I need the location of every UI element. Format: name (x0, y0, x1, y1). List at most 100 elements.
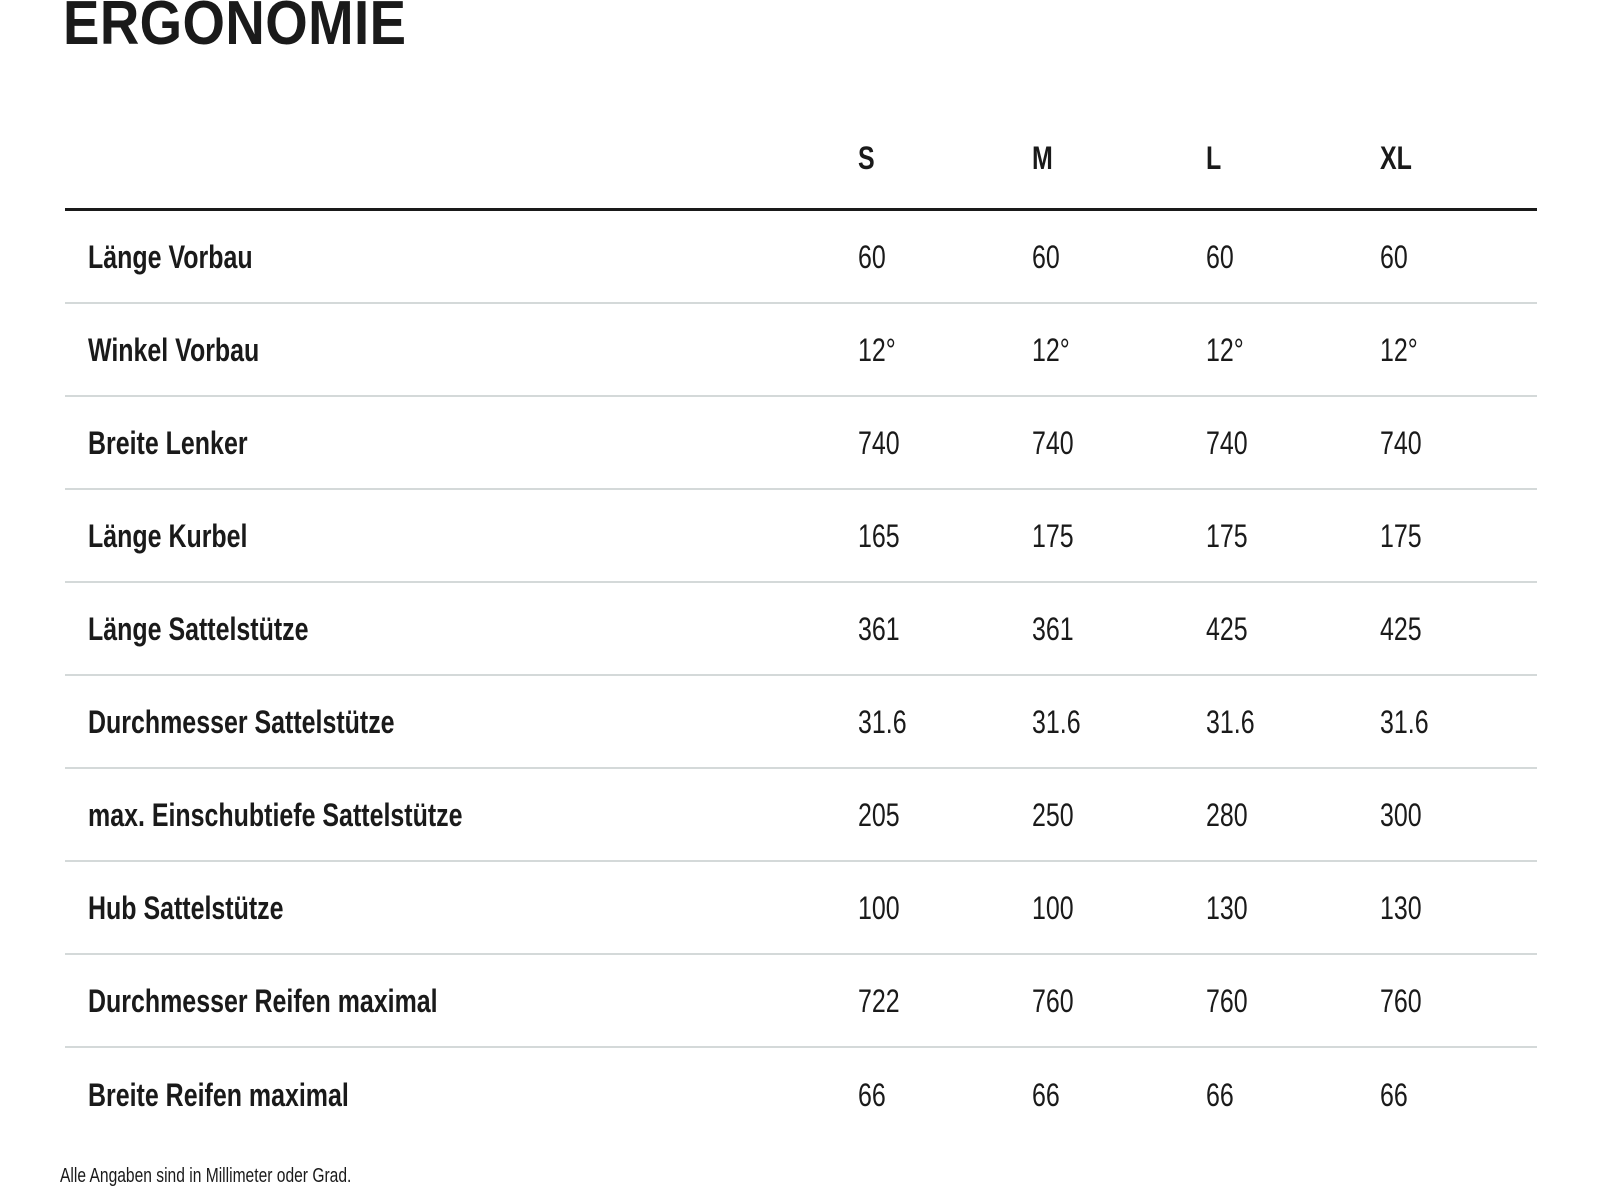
cell-value: 722 (858, 982, 900, 1019)
value-cell-l: 60 (1206, 211, 1380, 302)
cell-value: 66 (858, 1076, 886, 1113)
column-header-xl-label: XL (1380, 140, 1412, 176)
value-cell-m: 250 (1032, 769, 1206, 860)
cell-value: 740 (1032, 424, 1074, 461)
cell-value: 300 (1380, 796, 1422, 833)
value-cell-l: 66 (1206, 1048, 1380, 1141)
value-cell-xl: 60 (1380, 211, 1537, 302)
cell-value: 12° (1032, 331, 1070, 368)
value-cell-xl: 740 (1380, 397, 1537, 488)
row-label-cell: Breite Lenker (65, 397, 858, 488)
column-header-l-label: L (1206, 140, 1222, 176)
section-title-text: ERGONOMIE (63, 0, 407, 58)
row-label: Breite Lenker (88, 424, 248, 461)
column-header-s: S (858, 128, 1032, 188)
row-label: Länge Kurbel (88, 517, 248, 554)
table-row-max-einschubtiefe: max. Einschubtiefe Sattelstütze 205 250 … (65, 769, 1537, 862)
size-header-row: S M L XL (65, 128, 1537, 188)
row-label: Hub Sattelstütze (88, 889, 284, 926)
cell-value: 760 (1206, 982, 1248, 1019)
row-label-cell: Winkel Vorbau (65, 304, 858, 395)
value-cell-xl: 12° (1380, 304, 1537, 395)
value-cell-l: 12° (1206, 304, 1380, 395)
column-header-m: M (1032, 128, 1206, 188)
table-row-laenge-kurbel: Länge Kurbel 165 175 175 175 (65, 490, 1537, 583)
cell-value: 250 (1032, 796, 1074, 833)
table-row-laenge-sattelstuetze: Länge Sattelstütze 361 361 425 425 (65, 583, 1537, 676)
column-header-m-label: M (1032, 140, 1053, 176)
value-cell-s: 100 (858, 862, 1032, 953)
value-cell-m: 60 (1032, 211, 1206, 302)
value-cell-s: 66 (858, 1048, 1032, 1141)
value-cell-s: 60 (858, 211, 1032, 302)
value-cell-m: 31.6 (1032, 676, 1206, 767)
cell-value: 31.6 (1032, 703, 1081, 740)
cell-value: 60 (1380, 238, 1408, 275)
units-footnote-text: Alle Angaben sind in Millimeter oder Gra… (60, 1165, 352, 1187)
row-label-cell: Länge Vorbau (65, 211, 858, 302)
row-label: Länge Vorbau (88, 238, 253, 275)
cell-value: 130 (1206, 889, 1248, 926)
cell-value: 100 (1032, 889, 1074, 926)
cell-value: 12° (1380, 331, 1418, 368)
row-label-cell: Durchmesser Sattelstütze (65, 676, 858, 767)
row-label: Breite Reifen maximal (88, 1076, 349, 1113)
value-cell-xl: 760 (1380, 955, 1537, 1046)
value-cell-l: 760 (1206, 955, 1380, 1046)
cell-value: 66 (1380, 1076, 1408, 1113)
cell-value: 60 (1032, 238, 1060, 275)
table-row-hub-sattelstuetze: Hub Sattelstütze 100 100 130 130 (65, 862, 1537, 955)
cell-value: 740 (1380, 424, 1422, 461)
row-label: Durchmesser Reifen maximal (88, 982, 438, 1019)
value-cell-s: 31.6 (858, 676, 1032, 767)
table-row-breite-reifen: Breite Reifen maximal 66 66 66 66 (65, 1048, 1537, 1141)
column-header-xl: XL (1380, 128, 1537, 188)
cell-value: 760 (1380, 982, 1422, 1019)
cell-value: 130 (1380, 889, 1422, 926)
cell-value: 12° (1206, 331, 1244, 368)
cell-value: 361 (858, 610, 900, 647)
cell-value: 425 (1380, 610, 1422, 647)
cell-value: 740 (858, 424, 900, 461)
value-cell-m: 12° (1032, 304, 1206, 395)
value-cell-xl: 66 (1380, 1048, 1537, 1141)
value-cell-m: 760 (1032, 955, 1206, 1046)
row-label-cell: Breite Reifen maximal (65, 1048, 858, 1141)
value-cell-s: 361 (858, 583, 1032, 674)
row-label-cell: Hub Sattelstütze (65, 862, 858, 953)
value-cell-l: 280 (1206, 769, 1380, 860)
cell-value: 175 (1206, 517, 1248, 554)
value-cell-s: 205 (858, 769, 1032, 860)
value-cell-l: 740 (1206, 397, 1380, 488)
cell-value: 60 (858, 238, 886, 275)
cell-value: 100 (858, 889, 900, 926)
table-row-durchmesser-sattelstuetze: Durchmesser Sattelstütze 31.6 31.6 31.6 … (65, 676, 1537, 769)
value-cell-m: 66 (1032, 1048, 1206, 1141)
row-label: Durchmesser Sattelstütze (88, 703, 395, 740)
cell-value: 175 (1032, 517, 1074, 554)
cell-value: 31.6 (1206, 703, 1255, 740)
value-cell-xl: 425 (1380, 583, 1537, 674)
column-header-s-label: S (858, 140, 875, 176)
units-footnote: Alle Angaben sind in Millimeter oder Gra… (60, 1164, 434, 1188)
table-row-winkel-vorbau: Winkel Vorbau 12° 12° 12° 12° (65, 304, 1537, 397)
row-label-cell: Länge Kurbel (65, 490, 858, 581)
ergonomics-table: Länge Vorbau 60 60 60 60 Winkel Vorbau 1… (65, 208, 1537, 1141)
header-spacer (65, 128, 858, 188)
cell-value: 60 (1206, 238, 1234, 275)
cell-value: 175 (1380, 517, 1422, 554)
cell-value: 165 (858, 517, 900, 554)
value-cell-xl: 300 (1380, 769, 1537, 860)
cell-value: 760 (1032, 982, 1074, 1019)
value-cell-m: 175 (1032, 490, 1206, 581)
row-label: Länge Sattelstütze (88, 610, 309, 647)
cell-value: 425 (1206, 610, 1248, 647)
cell-value: 12° (858, 331, 896, 368)
value-cell-s: 740 (858, 397, 1032, 488)
table-row-breite-lenker: Breite Lenker 740 740 740 740 (65, 397, 1537, 490)
section-title: ERGONOMIE (63, 0, 453, 55)
cell-value: 31.6 (858, 703, 907, 740)
column-header-l: L (1206, 128, 1380, 188)
cell-value: 205 (858, 796, 900, 833)
